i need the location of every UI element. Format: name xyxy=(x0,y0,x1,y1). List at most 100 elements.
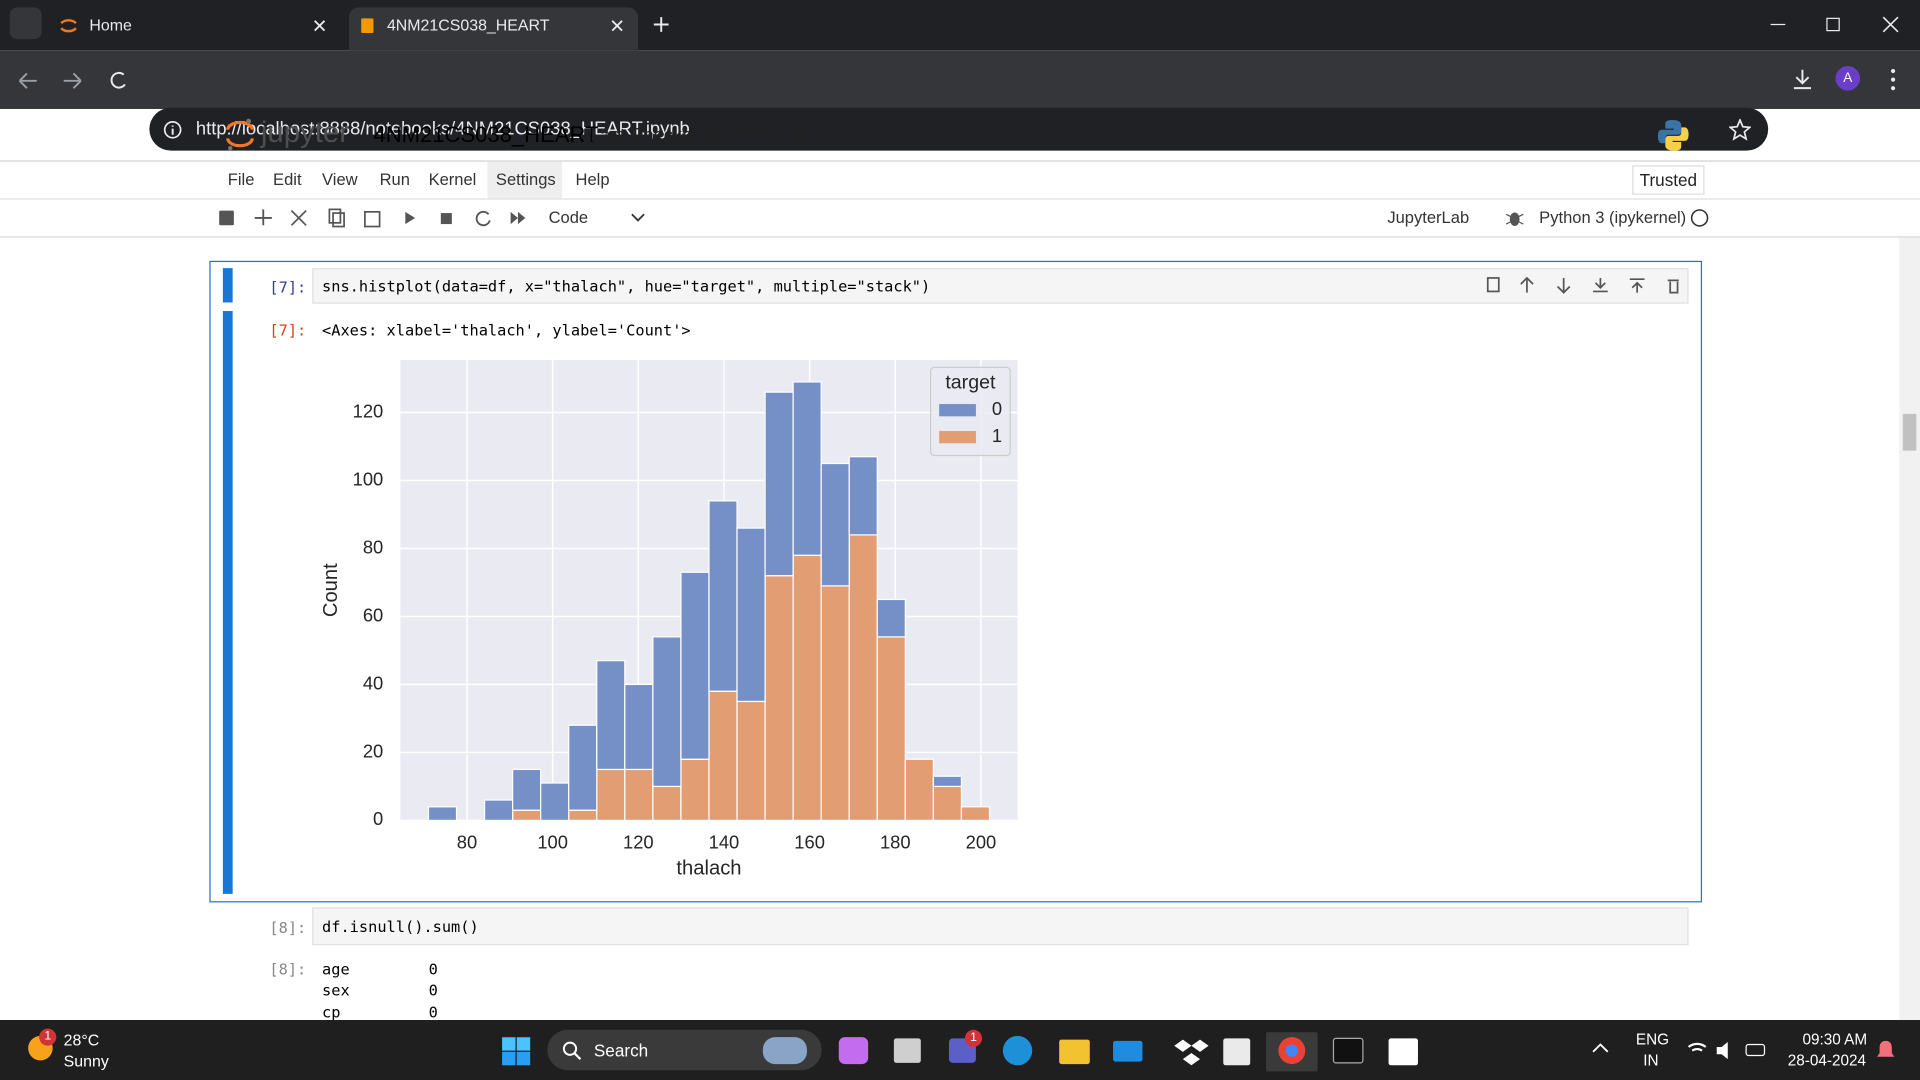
badge: 1 xyxy=(964,1029,983,1047)
tab[interactable]: Home xyxy=(49,7,340,50)
scrollbar[interactable] xyxy=(1899,237,1920,1020)
y-axis-label: Count xyxy=(320,563,342,617)
histogram-bar xyxy=(932,785,963,822)
histogram-bar xyxy=(596,768,626,822)
tab-search[interactable] xyxy=(9,7,42,40)
jupyter-logo xyxy=(226,118,254,151)
menu-item[interactable]: Kernel xyxy=(428,170,477,189)
menu[interactable] xyxy=(1888,67,1898,91)
tray-icons[interactable] xyxy=(1687,1040,1770,1062)
histogram-bar xyxy=(568,724,598,811)
clock-time[interactable]: 09:30 AM xyxy=(1802,1031,1868,1049)
legend-label: 1 xyxy=(992,425,1002,446)
tab-active[interactable]: 4NM21CS038_HEART xyxy=(348,7,638,51)
jupyterlab-link[interactable]: JupyterLab xyxy=(1387,208,1470,227)
histogram-bar xyxy=(680,571,710,760)
cell-selected[interactable] xyxy=(209,260,1703,903)
language[interactable]: ENG xyxy=(1635,1031,1670,1049)
output-prompt: [7]: xyxy=(269,320,307,340)
tab-close[interactable] xyxy=(610,18,625,33)
y-tick-label: 100 xyxy=(353,468,384,489)
nav-buttons[interactable] xyxy=(17,70,139,92)
code-input[interactable]: sns.histplot(data=df, x="thalach", hue="… xyxy=(312,268,1689,304)
new-tab[interactable] xyxy=(653,16,670,33)
code: df.isnull().sum() xyxy=(322,917,479,936)
legend-swatch xyxy=(939,431,976,444)
jupyter-wordmark: jupyter xyxy=(260,116,350,150)
legend-label: 0 xyxy=(992,398,1002,419)
badge: 1 xyxy=(39,1028,57,1046)
site-info[interactable] xyxy=(163,120,183,140)
collapser[interactable] xyxy=(222,268,233,303)
search-icon xyxy=(562,1041,582,1060)
histogram-bar xyxy=(792,554,822,822)
histogram-bar xyxy=(540,782,570,822)
debugger[interactable] xyxy=(1504,208,1526,228)
toolbar-icons[interactable] xyxy=(218,208,536,228)
menu-item[interactable]: View xyxy=(322,170,358,189)
profile[interactable]: A xyxy=(1835,66,1860,91)
toolbar: Code JupyterLab Python 3 (ipykernel) xyxy=(0,200,1920,238)
histogram-bar xyxy=(624,683,654,771)
menu-item[interactable]: Run xyxy=(379,170,410,189)
menu-item[interactable]: Help xyxy=(575,170,610,189)
y-tick-label: 0 xyxy=(373,808,383,829)
kernel-name[interactable]: Python 3 (ipykernel) xyxy=(1539,208,1687,227)
search-highlight xyxy=(762,1037,807,1065)
histogram-bar xyxy=(848,534,878,822)
code-input[interactable]: df.isnull().sum() xyxy=(312,907,1689,946)
dropdown-arrow[interactable] xyxy=(631,212,646,224)
download[interactable] xyxy=(1790,67,1814,91)
menu-item[interactable]: Edit xyxy=(273,170,302,189)
histogram-bar xyxy=(512,809,542,822)
histogram-bar xyxy=(876,598,906,638)
cell-type[interactable]: Code xyxy=(548,208,589,227)
python-logo xyxy=(1657,120,1689,151)
x-axis-label: thalach xyxy=(676,858,741,880)
bookmark[interactable] xyxy=(1728,118,1752,141)
tab-close[interactable] xyxy=(312,18,327,33)
x-tick-label: 140 xyxy=(709,832,740,853)
histogram-bar xyxy=(568,809,598,822)
tab-title: Home xyxy=(89,15,132,35)
x-tick-label: 100 xyxy=(537,832,568,853)
y-tick-label: 80 xyxy=(363,536,383,557)
collapser[interactable] xyxy=(222,311,233,894)
clock-date[interactable]: 28-04-2024 xyxy=(1787,1051,1867,1069)
tab-icon xyxy=(361,18,374,34)
histogram-bar xyxy=(792,381,822,556)
window-controls[interactable] xyxy=(1763,15,1910,35)
cell-actions[interactable] xyxy=(1483,276,1679,296)
histogram-bar xyxy=(427,806,458,822)
histogram-bar xyxy=(764,575,794,822)
y-tick-label: 20 xyxy=(363,740,383,761)
trusted[interactable]: Trusted xyxy=(1632,165,1705,195)
taskbar: 1 28°C Sunny Search 1 ENG IN 09:30 AM xyxy=(0,1020,1920,1080)
taskbar-apps[interactable] xyxy=(836,1032,1424,1072)
histogram-bar xyxy=(624,768,654,822)
histogram-bar xyxy=(512,768,542,811)
notebook-name[interactable]: 4NM21CS038_HEART xyxy=(373,122,599,147)
prompt: [8]: xyxy=(269,918,307,937)
notifications[interactable] xyxy=(1876,1040,1896,1062)
start[interactable] xyxy=(502,1037,531,1066)
histogram-bar xyxy=(932,775,963,788)
url-bar[interactable]: http://localhost:8888/notebooks/4NM21CS0… xyxy=(149,107,1769,151)
chart: 0 20 40 60 80 100 120 80 100 120 140 160 180 200 thala… xyxy=(320,359,1018,880)
tab-strip: Home 4NM21CS038_HEART xyxy=(0,0,1920,51)
search-label: Search xyxy=(593,1040,649,1061)
address-row: http://localhost:8888/notebooks/4NM21CS0… xyxy=(0,50,1920,151)
y-tick-label: 120 xyxy=(353,400,384,421)
menu-item[interactable]: Settings xyxy=(495,170,556,189)
notebook: [7]: sns.histplot(data=df, x="thalach", … xyxy=(0,237,1920,1020)
search-box[interactable]: Search xyxy=(547,1029,822,1071)
menu-item[interactable]: File xyxy=(227,170,255,189)
output-key: cp xyxy=(322,1002,341,1020)
output-text: <Axes: xlabel='thalach', ylabel='Count'> xyxy=(322,320,691,340)
scroll-thumb[interactable] xyxy=(1902,413,1917,451)
legend-swatch xyxy=(939,404,976,417)
region[interactable]: IN xyxy=(1643,1051,1659,1069)
histogram-bar xyxy=(820,462,850,587)
histogram-bar xyxy=(736,700,766,822)
tray-chevron[interactable] xyxy=(1592,1042,1609,1054)
